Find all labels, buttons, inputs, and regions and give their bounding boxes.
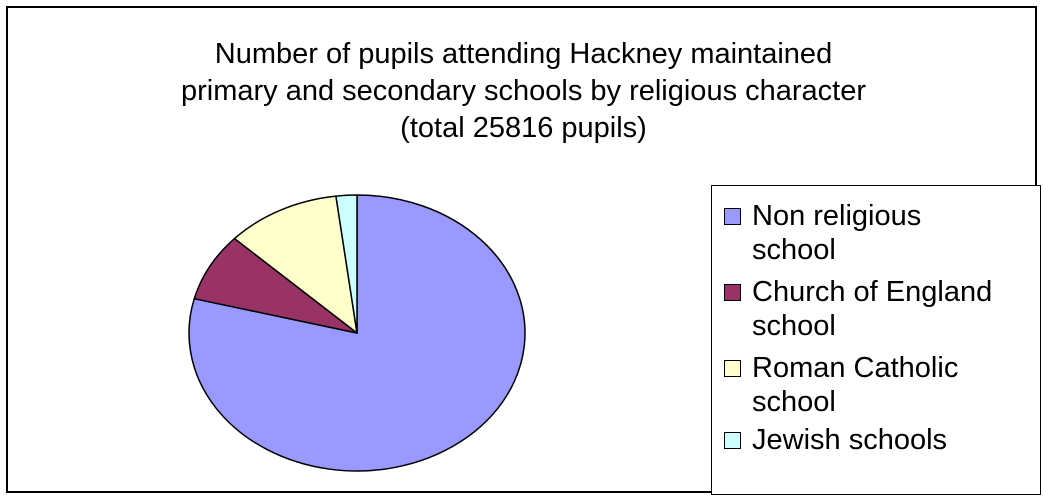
legend-swatch-church-of-england [724,284,741,301]
pie-chart [188,194,526,472]
legend-label-church-of-england: Church of England school [752,275,992,343]
chart-legend: Non religious school Church of England s… [711,185,1041,495]
legend-swatch-roman-catholic [724,360,741,377]
legend-label-jewish-line-1: Jewish schools [752,424,948,456]
legend-label-jewish: Jewish schools [752,423,947,457]
chart-area: Number of pupils attending Hackney maint… [6,6,1041,495]
pie-slice-jewish [335,194,358,334]
pie-slice-non-religious [188,194,526,472]
legend-label-roman-catholic-line-1: Roman Catholic [752,352,959,384]
legend-label-non-religious-line-2: school [752,234,836,266]
chart-title-line-1: Number of pupils attending Hackney maint… [214,38,833,70]
legend-label-church-of-england-line-1: Church of England [752,276,993,308]
legend-label-roman-catholic-line-2: school [752,386,836,418]
chart-title: Number of pupils attending Hackney maint… [8,36,1039,147]
legend-swatch-non-religious [724,208,741,225]
pie-slice-roman-catholic [233,195,358,334]
legend-swatch-jewish [724,432,741,449]
legend-label-roman-catholic: Roman Catholic school [752,351,958,419]
legend-label-non-religious: Non religious school [752,199,921,267]
chart-title-line-3: (total 25816 pupils) [400,112,647,144]
chart-title-line-2: primary and secondary schools by religio… [180,75,867,107]
legend-label-church-of-england-line-2: school [752,310,836,342]
legend-label-non-religious-line-1: Non religious [752,200,922,232]
